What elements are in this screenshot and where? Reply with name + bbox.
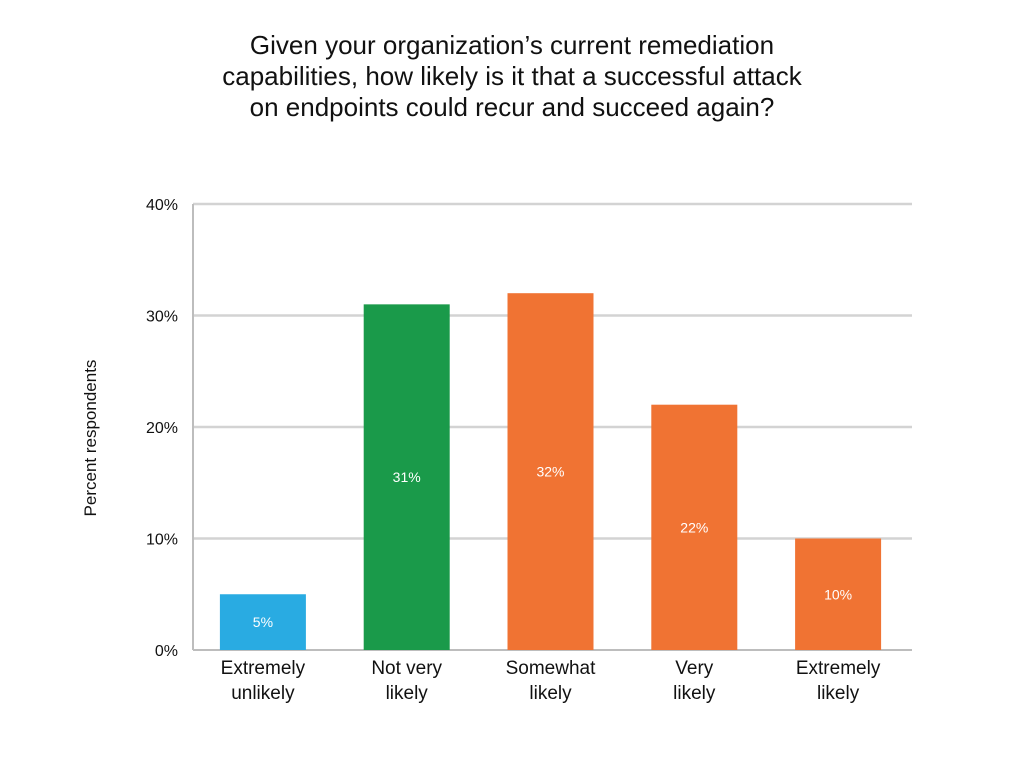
bar-value-label: 5% bbox=[253, 614, 273, 630]
y-tick-label: 40% bbox=[146, 197, 178, 214]
chart-title: Given your organization’s current remedi… bbox=[150, 30, 874, 123]
y-tick-label: 30% bbox=[146, 309, 178, 326]
x-tick-label: likely bbox=[673, 683, 716, 704]
y-tick-label: 20% bbox=[146, 420, 178, 437]
x-tick-label: Extremely bbox=[221, 658, 306, 679]
x-tick-label: likely bbox=[529, 683, 572, 704]
x-tick-label: Somewhat bbox=[506, 658, 596, 679]
bar-value-label: 22% bbox=[680, 519, 708, 535]
bar bbox=[651, 404, 738, 650]
x-tick-label: likely bbox=[386, 683, 429, 704]
chart-title-line-1: Given your organization’s current remedi… bbox=[249, 30, 775, 60]
x-tick-label: Extremely bbox=[796, 658, 881, 679]
x-tick-label: likely bbox=[817, 683, 860, 704]
bar bbox=[507, 293, 594, 650]
bar bbox=[219, 594, 306, 650]
x-tick-label: Very bbox=[675, 658, 714, 679]
y-tick-label: 10% bbox=[146, 532, 178, 549]
bar bbox=[363, 304, 450, 650]
chart-title-line-3: on endpoints could recur and succeed aga… bbox=[249, 92, 775, 122]
y-tick-label: 0% bbox=[155, 643, 178, 660]
bar-value-label: 32% bbox=[536, 464, 564, 480]
bar bbox=[795, 538, 882, 650]
bar-value-label: 31% bbox=[393, 469, 421, 485]
x-tick-label: unlikely bbox=[231, 683, 295, 704]
bar-value-label: 10% bbox=[824, 586, 852, 602]
chart-title-line-2: capabilities, how likely is it that a su… bbox=[222, 61, 802, 91]
x-tick-label: Not very bbox=[371, 658, 442, 679]
